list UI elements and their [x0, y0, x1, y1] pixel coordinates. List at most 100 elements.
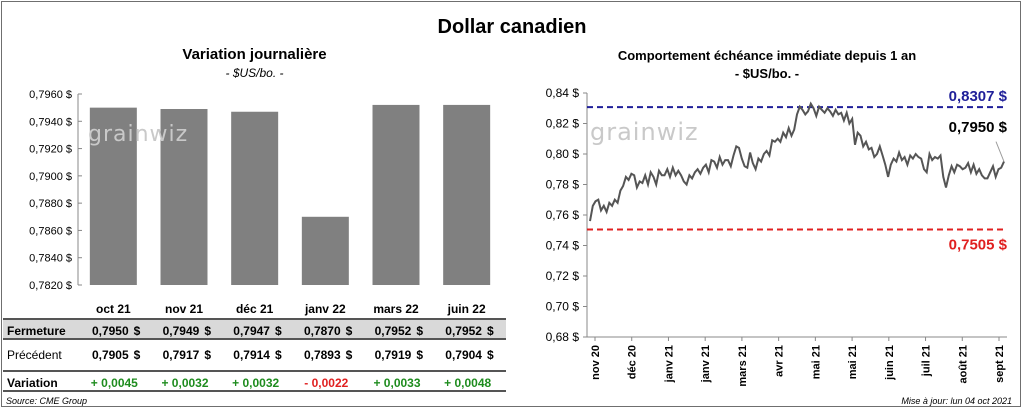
source-note: Source: CME Group: [6, 396, 88, 406]
cell-dollar: $: [345, 324, 353, 338]
cell-value: 0,7905: [91, 348, 129, 362]
cell-dollar: $: [345, 348, 353, 362]
row-label: Variation: [7, 376, 58, 390]
cell-value: 0,7949: [162, 324, 200, 338]
bar-ytick-label: 0,7860 $: [29, 225, 72, 237]
bar-category-label: mars 22: [373, 302, 419, 316]
line-xtick-label: janv 21: [700, 345, 712, 383]
table-cell: 0,7914 $: [216, 348, 282, 362]
table-cell: 0,7952 $: [357, 324, 423, 338]
table-cell: + 0,0033: [373, 376, 421, 390]
bar-category-label: janv 22: [304, 302, 346, 316]
line-chart-title: Comportement échéance immédiate depuis 1…: [617, 48, 917, 63]
bar-ytick-label: 0,7960 $: [29, 89, 72, 101]
line-ytick-label: 0,74 $: [546, 239, 580, 253]
bar-category-label: nov 21: [164, 302, 203, 316]
update-note: Mise à jour: lun 04 oct 2021: [901, 396, 1012, 406]
reference-line-label: 0,7505 $: [949, 236, 1008, 253]
line-xtick-label: juin 21: [884, 345, 896, 381]
last-value-label: 0,7950 $: [949, 119, 1008, 136]
cell-dollar: $: [204, 348, 211, 362]
cell-dollar: $: [133, 324, 141, 338]
bar-category-label: déc 21: [235, 302, 274, 316]
table-cell: 0,7893 $: [286, 348, 352, 362]
cell-value: 0,7952: [374, 324, 412, 338]
bar: [372, 104, 420, 286]
bar-ytick-label: 0,7840 $: [29, 253, 72, 265]
line-xtick-label: sept 21: [994, 345, 1006, 383]
table-cell: 0,7870 $: [286, 324, 352, 338]
line-ytick-label: 0,68 $: [546, 330, 580, 344]
reference-line-label: 0,8307 $: [949, 88, 1008, 105]
table-cell: + 0,0048: [444, 376, 492, 390]
table-cell: 0,7952 $: [428, 324, 494, 338]
watermark-logo-right: grainwiz: [590, 118, 699, 146]
bar: [89, 107, 137, 286]
table-row: Précédent 0,7905 $0,7917 $0,7914 $0,7893 $0,7…: [3, 344, 506, 366]
table-cell: + 0,0032: [161, 376, 209, 390]
table-cell: 0,7919 $: [357, 348, 423, 362]
bar-ytick-label: 0,7920 $: [29, 144, 72, 156]
line-ytick-label: 0,82 $: [546, 117, 580, 131]
cell-value: 0,7947: [233, 324, 270, 338]
line-xtick-label: avr 21: [774, 345, 786, 377]
table-row: Fermeture 0,7950 $0,7949 $0,7947 $0,7870 $0,7…: [3, 318, 506, 340]
table-cell: 0,7917 $: [145, 348, 211, 362]
bar-chart-title: Variation journalière: [182, 46, 327, 63]
table-cell: 0,7949 $: [145, 324, 211, 338]
line-xtick-label: nov 20: [590, 345, 602, 380]
cell-value: 0,7917: [162, 348, 200, 362]
line-xtick-label: mai 21: [810, 345, 822, 379]
cell-value: 0,7870: [303, 324, 341, 338]
bar: [301, 216, 349, 285]
table-cell: 0,7947 $: [216, 324, 282, 338]
cell-value: 0,7952: [445, 324, 482, 338]
bar-ytick-label: 0,7820 $: [29, 280, 72, 292]
table-cell: 0,7905 $: [74, 348, 140, 362]
series-line: [589, 101, 1005, 222]
line-xtick-label: mars 21: [737, 345, 749, 387]
row-label: Précédent: [7, 348, 62, 362]
table-row: Variation + 0,0045 + 0,0032 + 0,0032 - 0,002…: [3, 370, 506, 392]
bar-chart-subtitle: - $US/bo. -: [225, 66, 284, 80]
line-ytick-label: 0,78 $: [546, 178, 580, 192]
cell-value: 0,7950: [91, 324, 129, 338]
bar-ytick-label: 0,7940 $: [29, 116, 72, 128]
bar-category-label: oct 21: [95, 302, 131, 316]
line-chart-subtitle: - $US/bo. -: [734, 66, 800, 81]
page-title: Dollar canadien: [437, 16, 587, 38]
table-cell: 0,7950 $: [74, 324, 140, 338]
cell-dollar: $: [486, 324, 494, 338]
table-cell: + 0,0032: [232, 376, 280, 390]
cell-dollar: $: [274, 348, 282, 362]
line-xtick-label: juil 21: [921, 345, 933, 377]
cell-value: 0,7904: [445, 348, 482, 362]
cell-dollar: $: [133, 348, 141, 362]
table-cell: + 0,0045: [90, 376, 138, 390]
line-ytick-label: 0,76 $: [546, 208, 580, 222]
line-chart: 0,68 $ 0,70 $ 0,72 $ 0,74 $ 0,76 $ 0,78 $ 0,80…: [546, 86, 1008, 387]
cell-dollar: $: [416, 324, 423, 338]
cell-dollar: $: [486, 348, 494, 362]
cell-value: 0,7919: [374, 348, 412, 362]
bar-ytick-label: 0,7900 $: [29, 171, 72, 183]
bar: [443, 104, 491, 286]
line-ytick-label: 0,70 $: [546, 300, 580, 314]
watermark-logo-left: grainwiz: [88, 122, 189, 147]
bar: [160, 109, 208, 285]
line-xtick-label: août 21: [957, 345, 969, 384]
table-cell: 0,7904 $: [428, 348, 494, 362]
line-xtick-label: déc 20: [627, 345, 639, 379]
bar: [231, 111, 279, 285]
line-xtick-label: mai 21: [847, 345, 859, 379]
bar-chart: 0,7820 $ 0,7840 $ 0,7860 $ 0,7880 $ 0,7900 $…: [29, 89, 491, 292]
cell-dollar: $: [204, 324, 211, 338]
line-ytick-label: 0,84 $: [546, 86, 580, 100]
cell-dollar: $: [274, 324, 282, 338]
cell-value: 0,7893: [303, 348, 341, 362]
row-label: Fermeture: [7, 324, 66, 338]
cell-value: 0,7914: [233, 348, 270, 362]
line-xtick-label: janv 21: [663, 345, 675, 383]
cell-dollar: $: [416, 348, 423, 362]
